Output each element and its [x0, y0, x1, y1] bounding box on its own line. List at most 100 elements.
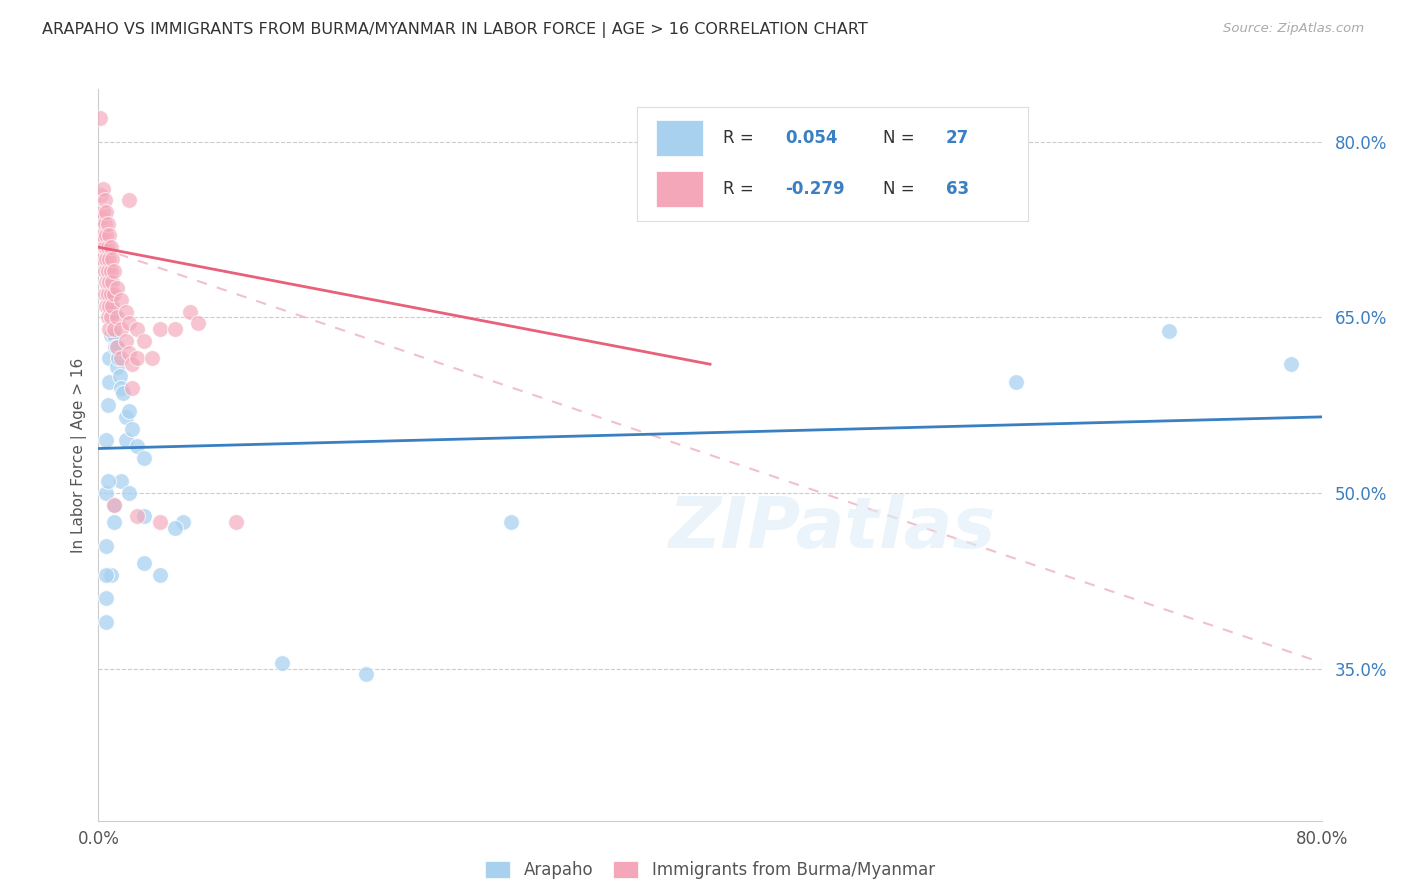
Point: [98, 375, 121, 389]
Point: [93, 263, 115, 277]
Point: [98, 252, 121, 266]
Point: [97, 263, 120, 277]
Point: [125, 322, 148, 336]
Point: [98, 228, 121, 243]
Point: [91, 205, 114, 219]
Point: [103, 328, 125, 343]
Point: [103, 287, 125, 301]
Point: [110, 351, 132, 366]
Point: [91, 252, 114, 266]
Point: [105, 281, 128, 295]
Point: [105, 340, 128, 354]
Point: [115, 334, 138, 348]
Point: [97, 475, 120, 489]
Point: [1004, 375, 1026, 389]
Point: [125, 351, 148, 366]
Point: [118, 404, 141, 418]
Point: [90, 211, 112, 225]
Point: [354, 667, 377, 681]
Point: [187, 316, 209, 330]
Point: [101, 287, 124, 301]
Text: ARAPAHO VS IMMIGRANTS FROM BURMA/MYANMAR IN LABOR FORCE | AGE > 16 CORRELATION C: ARAPAHO VS IMMIGRANTS FROM BURMA/MYANMAR…: [42, 22, 868, 38]
Point: [172, 515, 194, 529]
Point: [100, 287, 122, 301]
Point: [101, 275, 124, 289]
Point: [103, 322, 125, 336]
Point: [121, 357, 143, 371]
Point: [270, 656, 292, 670]
Legend: Arapaho, Immigrants from Burma/Myanmar: Arapaho, Immigrants from Burma/Myanmar: [478, 854, 942, 886]
Point: [98, 299, 121, 313]
Point: [94, 228, 117, 243]
Point: [94, 275, 117, 289]
Point: [100, 567, 122, 582]
Point: [94, 299, 117, 313]
Point: [134, 334, 156, 348]
Point: [90, 235, 112, 249]
Point: [104, 340, 127, 354]
Point: [94, 567, 117, 582]
Point: [100, 263, 122, 277]
Point: [134, 509, 156, 524]
Point: [93, 287, 115, 301]
Point: [94, 539, 117, 553]
Point: [98, 322, 121, 336]
Point: [100, 240, 122, 254]
Point: [94, 486, 117, 500]
Point: [1157, 325, 1180, 339]
Point: [110, 475, 132, 489]
Point: [101, 299, 124, 313]
Point: [97, 398, 120, 412]
Point: [163, 521, 186, 535]
Point: [110, 381, 132, 395]
Point: [105, 340, 128, 354]
Point: [97, 310, 120, 325]
Point: [93, 240, 115, 254]
Point: [94, 434, 117, 448]
Point: [121, 381, 143, 395]
Point: [111, 386, 134, 401]
Point: [98, 275, 121, 289]
Point: [163, 322, 186, 336]
Point: [89, 112, 111, 126]
Point: [125, 509, 148, 524]
Point: [115, 304, 138, 318]
Point: [97, 240, 120, 254]
Point: [115, 409, 138, 424]
Point: [103, 498, 125, 512]
Point: [97, 287, 120, 301]
Point: [118, 316, 141, 330]
Point: [103, 498, 125, 512]
Point: [90, 187, 112, 202]
Point: [121, 421, 143, 435]
Point: [107, 351, 129, 366]
Point: [110, 322, 132, 336]
Text: Source: ZipAtlas.com: Source: ZipAtlas.com: [1223, 22, 1364, 36]
Text: ZIPatlas: ZIPatlas: [669, 493, 995, 563]
Point: [105, 359, 128, 374]
Point: [103, 304, 125, 318]
Point: [149, 515, 172, 529]
Point: [1279, 357, 1302, 371]
Point: [118, 194, 141, 208]
Point: [105, 310, 128, 325]
Y-axis label: In Labor Force | Age > 16: In Labor Force | Age > 16: [72, 358, 87, 552]
Point: [118, 345, 141, 359]
Point: [115, 434, 138, 448]
Point: [103, 263, 125, 277]
Point: [103, 515, 125, 529]
Point: [101, 252, 124, 266]
Point: [179, 304, 201, 318]
Point: [134, 556, 156, 570]
Point: [100, 310, 122, 325]
Point: [149, 322, 172, 336]
Point: [134, 450, 156, 465]
Point: [94, 252, 117, 266]
Point: [94, 205, 117, 219]
Point: [141, 351, 163, 366]
Point: [98, 351, 121, 366]
Point: [93, 217, 115, 231]
Point: [225, 515, 247, 529]
Point: [108, 368, 131, 383]
Point: [94, 591, 117, 606]
